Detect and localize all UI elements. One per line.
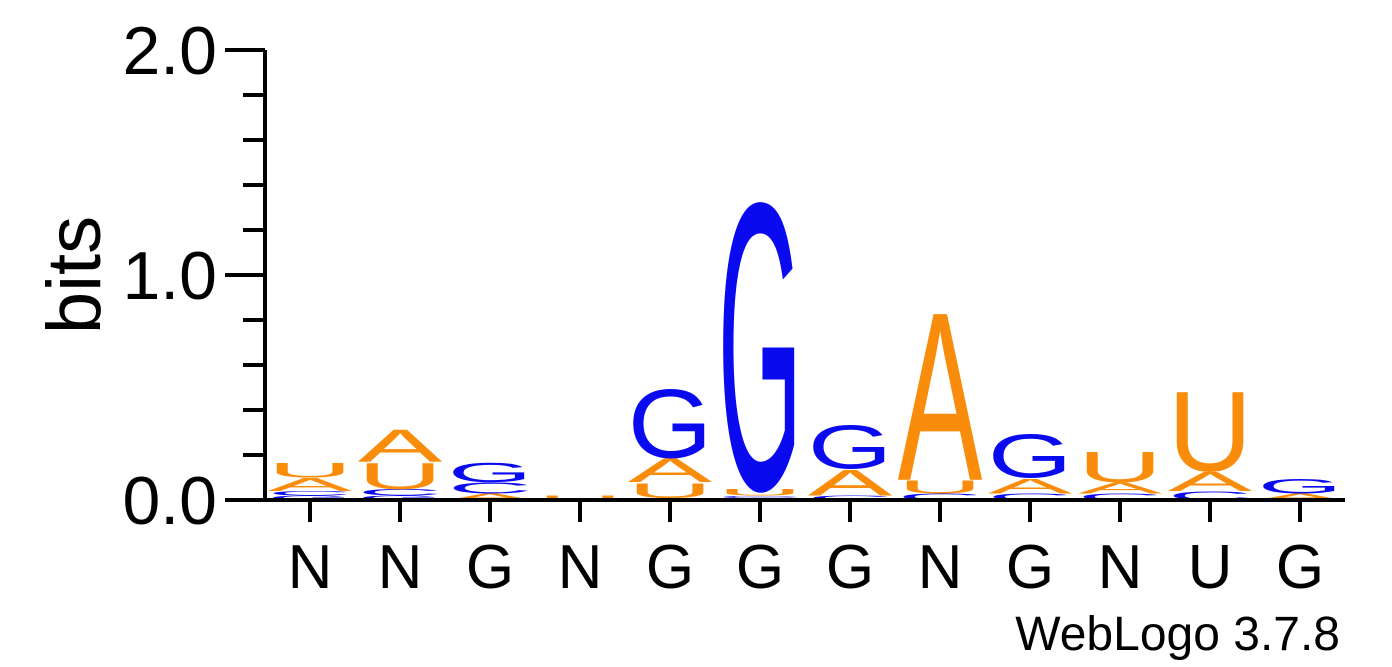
weblogo-version-label: WebLogo 3.7.8 (1015, 608, 1340, 661)
logo-letter-C: C (988, 492, 1073, 502)
logo-letter-A: A (1258, 492, 1343, 502)
x-tick-label: U (1188, 533, 1233, 602)
logo-letter-A: A (628, 451, 713, 489)
logo-letter-A: A (448, 492, 533, 502)
logo-letter-U: U (538, 494, 623, 501)
logo-letter-A: A (988, 474, 1073, 498)
logo-letter-G: G (358, 494, 443, 501)
logo-letter-C: C (718, 495, 803, 498)
logo-letter-C: C (808, 494, 893, 501)
logo-letter-U: U (718, 487, 803, 497)
x-tick-label: G (826, 533, 874, 602)
logo-letter-U: U (1078, 443, 1163, 491)
x-tick-label: G (1276, 533, 1324, 602)
x-tick-label: N (918, 533, 963, 602)
logo-letter-U: U (898, 476, 983, 497)
logo-stacks: GCAUGCUAACGUCUAGACUGCAGCUACAGCAUCAUAG (268, 117, 1343, 576)
logo-letter-G: G (808, 413, 893, 482)
logo-letter-G: G (1258, 474, 1343, 498)
y-axis-label: bits (32, 216, 117, 334)
logo-letter-G: G (988, 422, 1073, 491)
x-tick-label: N (378, 533, 423, 602)
logo-letter-G: G (628, 369, 713, 479)
logo-letter-A: A (808, 462, 894, 504)
y-tick-label: 2.0 (122, 13, 217, 89)
logo-letter-U: U (358, 456, 443, 497)
logo-letter-C: C (898, 492, 983, 502)
y-axis: 0.0 1.0 2.0 (122, 13, 267, 539)
x-tick-label: G (646, 533, 694, 602)
x-tick-label: G (736, 533, 784, 602)
logo-letter-A: A (1078, 479, 1164, 496)
logo-letter-U: U (1168, 367, 1253, 495)
x-tick-label: N (1098, 533, 1143, 602)
logo-letter-C: C (268, 490, 353, 497)
x-tick-label: G (466, 533, 514, 602)
logo-letter-U: U (268, 458, 353, 482)
y-tick-label: 0.0 (122, 463, 217, 539)
logo-letter-A: A (268, 474, 353, 495)
logo-letter-G: G (448, 457, 533, 488)
x-tick-label: N (288, 533, 333, 602)
logo-letter-C: C (1078, 492, 1163, 502)
x-tick-label: N (558, 533, 603, 602)
y-tick-label: 1.0 (122, 238, 217, 314)
logo-letter-C: C (358, 487, 443, 497)
x-tick-label: G (1006, 533, 1054, 602)
logo-letter-A: A (358, 421, 443, 472)
logo-letter-A: A (898, 262, 983, 531)
logo-letter-A: A (1168, 466, 1254, 497)
logo-letter-C: C (448, 479, 533, 496)
logo-letter-G: G (268, 494, 353, 501)
